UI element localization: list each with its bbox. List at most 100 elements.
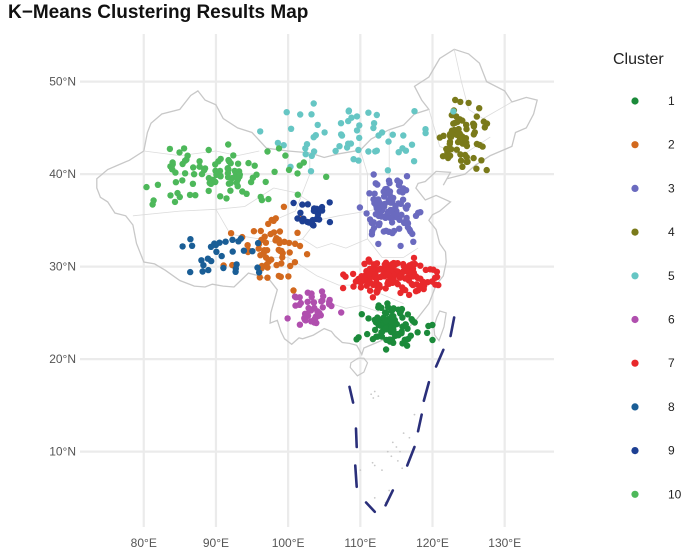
cluster-point-1 <box>396 310 404 317</box>
cluster-point-6 <box>301 316 309 323</box>
cluster-point-10 <box>225 141 232 148</box>
cluster-point-1 <box>353 336 360 343</box>
cluster-point-3 <box>403 173 411 180</box>
cluster-point-7 <box>366 287 374 294</box>
cluster-point-2 <box>275 272 282 280</box>
cluster-point-8 <box>218 252 225 260</box>
cluster-point-4 <box>444 154 452 162</box>
cluster-point-7 <box>366 279 374 286</box>
y-tick-label: 20°N <box>49 352 76 366</box>
legend-label-6: 6 <box>668 313 675 327</box>
cluster-point-10 <box>179 160 186 168</box>
cluster-point-10 <box>180 145 188 152</box>
island <box>373 464 376 467</box>
cluster-point-10 <box>257 193 264 201</box>
cluster-point-1 <box>388 319 396 326</box>
cluster-point-6 <box>326 296 333 304</box>
cluster-point-7 <box>376 281 383 289</box>
cluster-point-6 <box>304 298 311 305</box>
cluster-point-5 <box>283 109 290 116</box>
cluster-point-1 <box>384 304 392 311</box>
y-tick-label: 50°N <box>49 75 76 89</box>
cluster-point-7 <box>357 284 365 291</box>
island <box>372 397 375 399</box>
cluster-point-4 <box>459 117 466 124</box>
cluster-point-2 <box>279 254 286 261</box>
cluster-point-10 <box>230 152 237 159</box>
cluster-point-10 <box>186 191 194 199</box>
legend-label-4: 4 <box>668 225 675 239</box>
cluster-point-7 <box>396 274 404 281</box>
cluster-point-8 <box>198 257 205 264</box>
x-tick-label: 100°E <box>272 536 305 550</box>
page-title: K−Means Clustering Results Map <box>8 2 309 23</box>
cluster-point-6 <box>284 315 291 322</box>
cluster-point-10 <box>223 195 230 202</box>
cluster-point-2 <box>250 228 258 235</box>
cluster-point-3 <box>380 228 387 235</box>
cluster-point-7 <box>350 283 357 290</box>
dashed-boundary <box>353 464 359 489</box>
cluster-point-4 <box>454 138 462 146</box>
cluster-point-1 <box>423 329 431 337</box>
cluster-point-10 <box>296 162 303 169</box>
cluster-point-1 <box>407 332 414 339</box>
cluster-point-1 <box>381 309 389 316</box>
cluster-point-2 <box>264 274 271 281</box>
province-boundary <box>273 152 311 221</box>
cluster-point-3 <box>387 206 394 214</box>
hainan-outline <box>349 357 369 377</box>
cluster-point-7 <box>399 284 406 291</box>
cluster-point-7 <box>349 270 357 278</box>
legend-swatch-3 <box>631 184 639 192</box>
cluster-point-10 <box>189 180 197 187</box>
cluster-point-5 <box>257 128 264 135</box>
cluster-point-5 <box>384 167 392 174</box>
cluster-point-6 <box>319 304 326 311</box>
cluster-point-6 <box>318 298 325 305</box>
cluster-point-9 <box>299 201 306 208</box>
island <box>396 459 399 462</box>
island <box>401 467 404 470</box>
cluster-point-4 <box>463 125 470 133</box>
cluster-point-5 <box>355 146 362 154</box>
cluster-point-3 <box>363 210 370 217</box>
cluster-point-3 <box>375 240 382 248</box>
cluster-point-2 <box>294 229 301 236</box>
cluster-point-10 <box>167 192 174 199</box>
cluster-point-10 <box>205 174 213 182</box>
island <box>391 441 394 444</box>
cluster-point-5 <box>411 108 418 115</box>
cluster-point-5 <box>395 149 402 156</box>
cluster-point-2 <box>257 227 264 235</box>
cluster-point-5 <box>302 151 309 158</box>
island <box>373 496 376 499</box>
cluster-point-1 <box>429 321 436 329</box>
legend-swatch-6 <box>631 315 639 324</box>
cluster-point-3 <box>370 224 378 232</box>
cluster-point-4 <box>480 118 487 125</box>
cluster-point-3 <box>399 196 407 203</box>
cluster-point-10 <box>207 180 215 187</box>
cluster-point-10 <box>265 195 272 203</box>
legend-swatch-8 <box>631 403 639 411</box>
cluster-point-5 <box>345 108 352 115</box>
cluster-point-2 <box>275 236 282 243</box>
cluster-point-8 <box>222 238 229 245</box>
cluster-point-7 <box>381 261 388 268</box>
cluster-point-10 <box>196 163 203 170</box>
cluster-point-8 <box>229 248 236 255</box>
cluster-point-4 <box>453 113 460 120</box>
cluster-point-9 <box>307 218 314 226</box>
legend-label-9: 9 <box>668 444 675 458</box>
cluster-point-1 <box>398 330 405 337</box>
cluster-point-1 <box>409 317 416 325</box>
cluster-point-10 <box>205 187 212 195</box>
island <box>381 469 383 472</box>
cluster-point-10 <box>176 149 183 156</box>
cluster-point-4 <box>478 157 485 164</box>
cluster-point-6 <box>296 321 304 328</box>
cluster-point-5 <box>450 108 457 115</box>
cluster-point-10 <box>205 146 212 154</box>
island <box>386 450 389 453</box>
